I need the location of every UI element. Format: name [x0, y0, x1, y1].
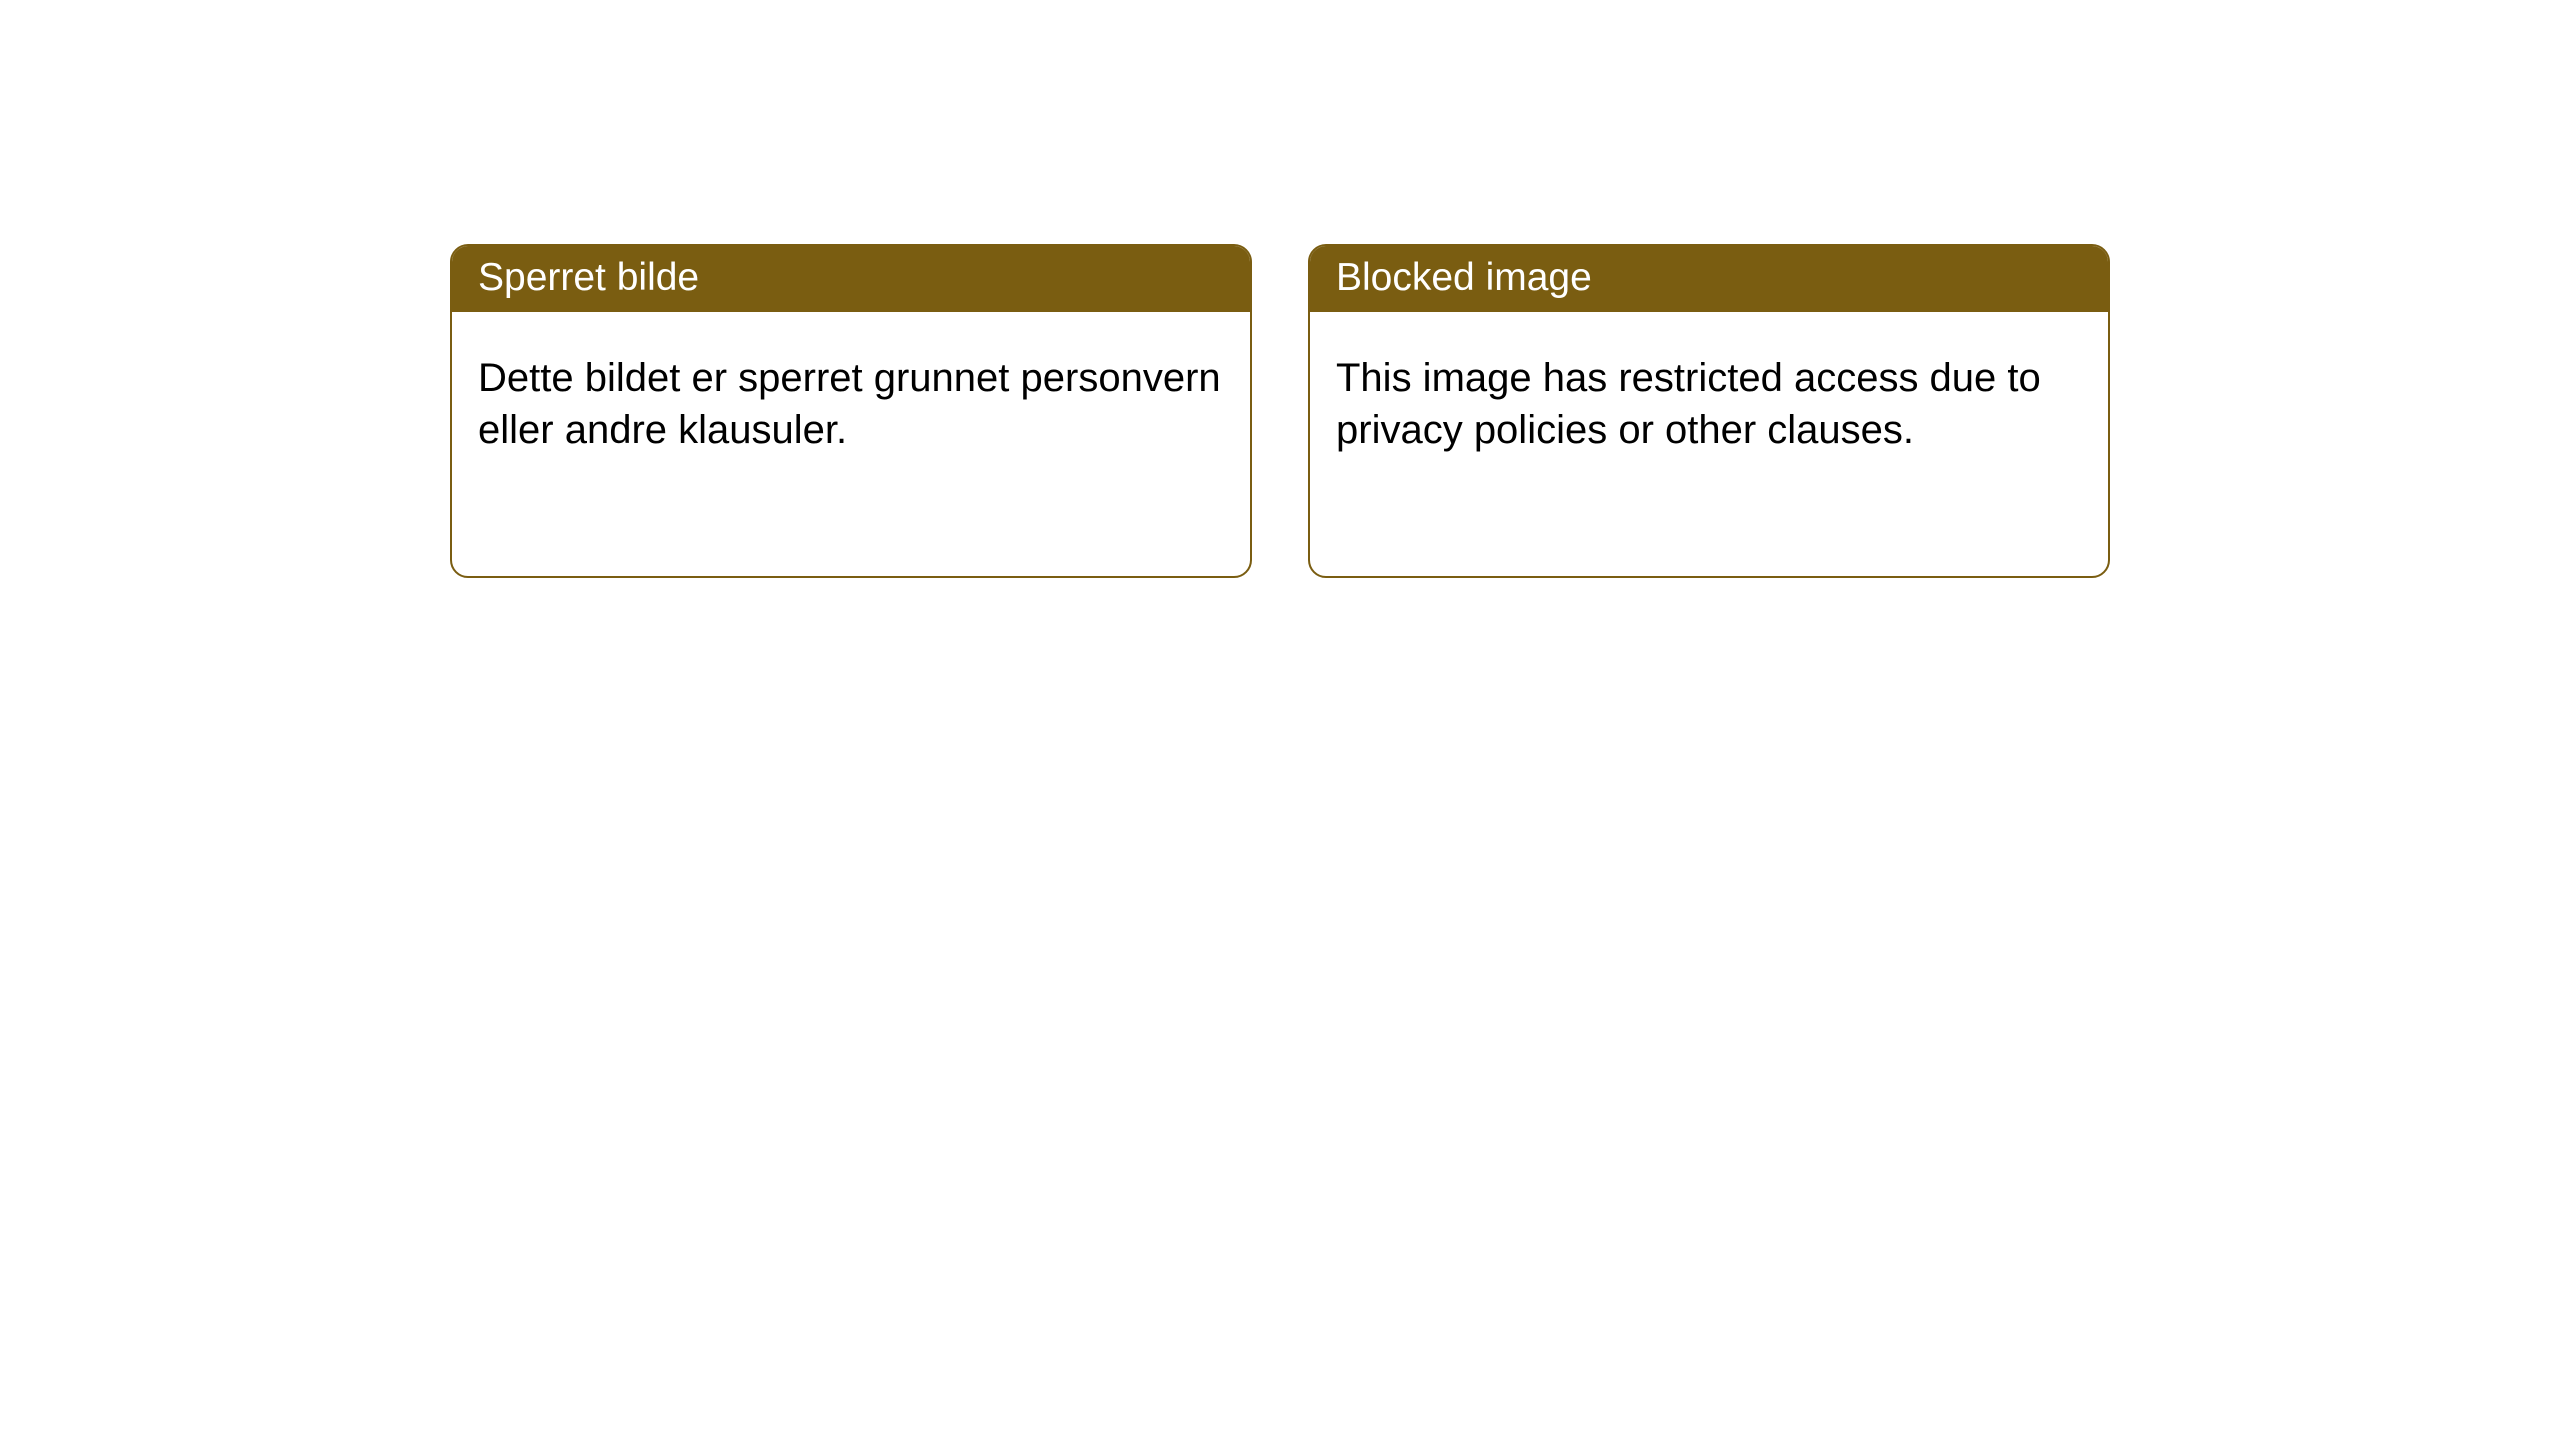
- notice-body: Dette bildet er sperret grunnet personve…: [452, 312, 1250, 482]
- notice-title: Sperret bilde: [452, 246, 1250, 312]
- notice-card-english: Blocked image This image has restricted …: [1308, 244, 2110, 578]
- notice-card-norwegian: Sperret bilde Dette bildet er sperret gr…: [450, 244, 1252, 578]
- notice-title: Blocked image: [1310, 246, 2108, 312]
- notice-body: This image has restricted access due to …: [1310, 312, 2108, 482]
- notice-container: Sperret bilde Dette bildet er sperret gr…: [0, 0, 2560, 578]
